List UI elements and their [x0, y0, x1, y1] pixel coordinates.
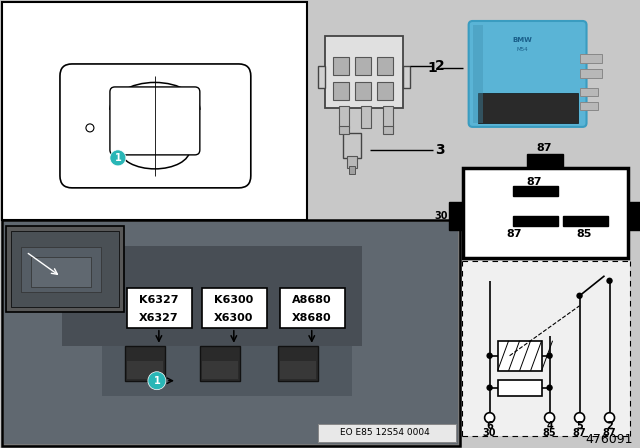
- Text: M54: M54: [516, 47, 529, 52]
- Bar: [333, 82, 349, 100]
- Bar: [580, 69, 602, 78]
- Text: 1: 1: [154, 376, 160, 386]
- Text: X6300: X6300: [214, 313, 253, 323]
- Bar: [2, 2, 307, 220]
- Bar: [278, 346, 317, 381]
- Circle shape: [545, 413, 555, 422]
- Bar: [280, 361, 316, 379]
- Text: 85: 85: [577, 229, 592, 239]
- Bar: [280, 288, 345, 328]
- Text: 30: 30: [483, 428, 497, 438]
- Bar: [498, 341, 541, 370]
- Text: A8680: A8680: [292, 295, 332, 305]
- Bar: [339, 106, 349, 128]
- Text: K6300: K6300: [214, 295, 253, 305]
- Bar: [383, 126, 393, 134]
- Bar: [463, 168, 627, 258]
- Bar: [200, 346, 240, 381]
- Bar: [4, 222, 458, 444]
- Bar: [333, 57, 349, 75]
- Text: 1: 1: [115, 153, 122, 163]
- Bar: [461, 261, 630, 435]
- Circle shape: [575, 413, 584, 422]
- Text: 2: 2: [606, 421, 613, 431]
- Bar: [355, 82, 371, 100]
- Circle shape: [577, 293, 582, 298]
- Text: 87: 87: [573, 428, 586, 438]
- Text: 87: 87: [603, 428, 616, 438]
- Bar: [377, 57, 393, 75]
- Text: 30: 30: [434, 211, 447, 221]
- Text: 87: 87: [507, 229, 522, 239]
- FancyBboxPatch shape: [110, 87, 200, 155]
- Bar: [339, 126, 349, 134]
- Bar: [513, 216, 557, 226]
- Text: X6327: X6327: [139, 313, 179, 323]
- Bar: [31, 257, 91, 287]
- FancyBboxPatch shape: [60, 64, 251, 188]
- Text: 476091: 476091: [586, 433, 633, 446]
- Bar: [343, 133, 361, 158]
- Circle shape: [547, 385, 552, 390]
- Bar: [580, 88, 598, 96]
- Text: EO E85 12S54 0004: EO E85 12S54 0004: [340, 428, 429, 437]
- Bar: [513, 186, 557, 196]
- Circle shape: [487, 353, 492, 358]
- Bar: [498, 380, 541, 396]
- Bar: [21, 247, 101, 292]
- Text: 4: 4: [546, 421, 553, 431]
- Bar: [472, 25, 483, 123]
- Text: BMW: BMW: [513, 37, 532, 43]
- Circle shape: [148, 372, 166, 390]
- Text: X8680: X8680: [292, 313, 332, 323]
- Bar: [361, 106, 371, 128]
- Text: 1: 1: [428, 61, 438, 75]
- Circle shape: [86, 124, 94, 132]
- Bar: [127, 361, 163, 379]
- Circle shape: [110, 150, 126, 166]
- Bar: [6, 226, 124, 312]
- Bar: [202, 361, 238, 379]
- Text: 3: 3: [435, 143, 444, 157]
- Bar: [125, 346, 165, 381]
- Bar: [383, 106, 393, 128]
- Bar: [317, 424, 456, 442]
- Text: 2: 2: [435, 59, 445, 73]
- Bar: [477, 93, 577, 123]
- Bar: [324, 36, 403, 108]
- Bar: [62, 246, 362, 346]
- Circle shape: [607, 278, 612, 283]
- Bar: [580, 102, 598, 110]
- Bar: [11, 231, 119, 307]
- Circle shape: [605, 413, 614, 422]
- Text: 6: 6: [486, 421, 493, 431]
- Text: 5: 5: [576, 421, 583, 431]
- Bar: [317, 66, 324, 88]
- Bar: [449, 202, 463, 230]
- Text: 85: 85: [543, 428, 556, 438]
- Circle shape: [547, 353, 552, 358]
- Bar: [347, 156, 356, 168]
- Bar: [403, 66, 410, 88]
- Text: K6327: K6327: [139, 295, 179, 305]
- Bar: [527, 154, 563, 168]
- Bar: [377, 82, 393, 100]
- Text: 87: 87: [527, 177, 542, 187]
- Bar: [580, 54, 602, 63]
- Circle shape: [484, 413, 495, 422]
- Bar: [127, 288, 192, 328]
- Bar: [627, 202, 640, 230]
- Text: 87: 87: [537, 143, 552, 153]
- Circle shape: [487, 385, 492, 390]
- Bar: [2, 220, 460, 446]
- FancyBboxPatch shape: [468, 21, 586, 127]
- Bar: [355, 57, 371, 75]
- Bar: [202, 288, 267, 328]
- Bar: [349, 166, 355, 174]
- Bar: [102, 256, 352, 396]
- Bar: [563, 216, 607, 226]
